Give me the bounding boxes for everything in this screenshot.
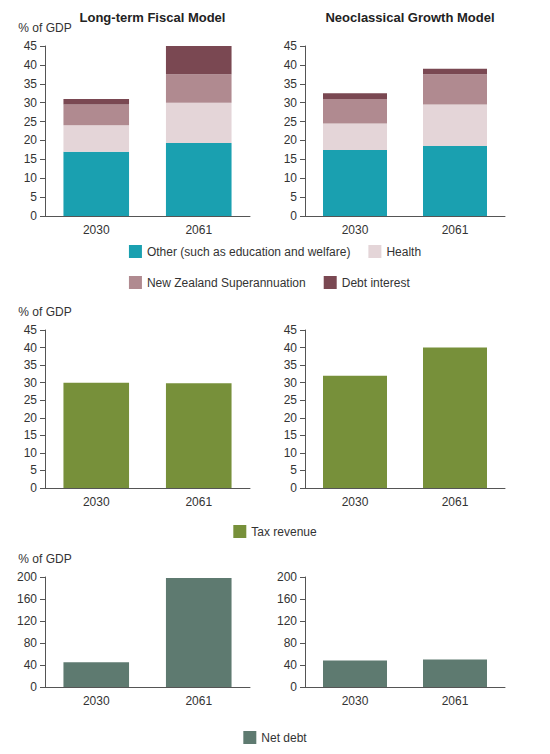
svg-text:10: 10 (24, 171, 38, 185)
svg-text:35: 35 (284, 77, 298, 91)
svg-text:80: 80 (284, 636, 298, 650)
svg-text:5: 5 (30, 190, 37, 204)
svg-text:45: 45 (24, 323, 38, 337)
svg-text:25: 25 (284, 115, 298, 129)
svg-text:2061: 2061 (185, 223, 212, 237)
svg-text:15: 15 (284, 152, 298, 166)
svg-text:5: 5 (290, 463, 297, 477)
svg-text:25: 25 (24, 393, 38, 407)
svg-text:0: 0 (30, 209, 37, 223)
svg-text:2061: 2061 (185, 694, 212, 708)
svg-text:80: 80 (24, 636, 38, 650)
svg-text:200: 200 (17, 570, 37, 584)
svg-text:120: 120 (277, 614, 297, 628)
svg-text:40: 40 (24, 58, 38, 72)
svg-text:Health: Health (386, 245, 421, 259)
svg-text:20: 20 (284, 133, 298, 147)
svg-text:40: 40 (284, 658, 298, 672)
svg-text:160: 160 (277, 592, 297, 606)
svg-text:20: 20 (24, 133, 38, 147)
svg-text:2061: 2061 (185, 495, 212, 509)
svg-text:% of GDP: % of GDP (18, 552, 71, 566)
svg-text:2030: 2030 (342, 694, 369, 708)
svg-text:45: 45 (284, 39, 298, 53)
svg-text:0: 0 (30, 680, 37, 694)
svg-text:15: 15 (284, 428, 298, 442)
svg-text:10: 10 (284, 446, 298, 460)
svg-text:2061: 2061 (442, 495, 469, 509)
svg-text:40: 40 (284, 58, 298, 72)
svg-text:10: 10 (284, 171, 298, 185)
svg-text:200: 200 (277, 570, 297, 584)
svg-text:20: 20 (24, 411, 38, 425)
svg-text:45: 45 (284, 323, 298, 337)
svg-text:2030: 2030 (83, 694, 110, 708)
svg-text:Neoclassical Growth Model: Neoclassical Growth Model (325, 10, 494, 25)
svg-text:2030: 2030 (342, 223, 369, 237)
svg-text:15: 15 (24, 152, 38, 166)
svg-text:40: 40 (24, 658, 38, 672)
svg-text:35: 35 (284, 358, 298, 372)
svg-text:2061: 2061 (442, 694, 469, 708)
svg-text:Tax revenue: Tax revenue (251, 525, 317, 539)
svg-text:2030: 2030 (83, 495, 110, 509)
svg-text:Net debt: Net debt (261, 731, 307, 745)
svg-text:35: 35 (24, 358, 38, 372)
svg-text:Other (such as education and w: Other (such as education and welfare) (147, 245, 350, 259)
svg-text:15: 15 (24, 428, 38, 442)
svg-text:0: 0 (290, 209, 297, 223)
svg-text:40: 40 (284, 341, 298, 355)
svg-text:10: 10 (24, 446, 38, 460)
svg-text:160: 160 (17, 592, 37, 606)
svg-text:% of GDP: % of GDP (18, 305, 71, 319)
svg-text:20: 20 (284, 411, 298, 425)
svg-text:5: 5 (30, 463, 37, 477)
svg-text:% of GDP: % of GDP (18, 21, 71, 35)
svg-text:2061: 2061 (442, 223, 469, 237)
svg-text:2030: 2030 (342, 495, 369, 509)
svg-text:0: 0 (290, 680, 297, 694)
svg-text:35: 35 (24, 77, 38, 91)
svg-text:25: 25 (284, 393, 298, 407)
svg-text:0: 0 (30, 481, 37, 495)
svg-text:2030: 2030 (83, 223, 110, 237)
svg-text:40: 40 (24, 341, 38, 355)
svg-text:New Zealand Superannuation: New Zealand Superannuation (147, 276, 306, 290)
svg-text:0: 0 (290, 481, 297, 495)
svg-text:30: 30 (284, 96, 298, 110)
svg-text:120: 120 (17, 614, 37, 628)
svg-text:5: 5 (290, 190, 297, 204)
svg-text:25: 25 (24, 115, 38, 129)
svg-text:30: 30 (284, 376, 298, 390)
svg-text:Long-term Fiscal Model: Long-term Fiscal Model (80, 10, 226, 25)
svg-text:30: 30 (24, 96, 38, 110)
svg-text:45: 45 (24, 39, 38, 53)
svg-text:30: 30 (24, 376, 38, 390)
svg-text:Debt interest: Debt interest (342, 276, 411, 290)
